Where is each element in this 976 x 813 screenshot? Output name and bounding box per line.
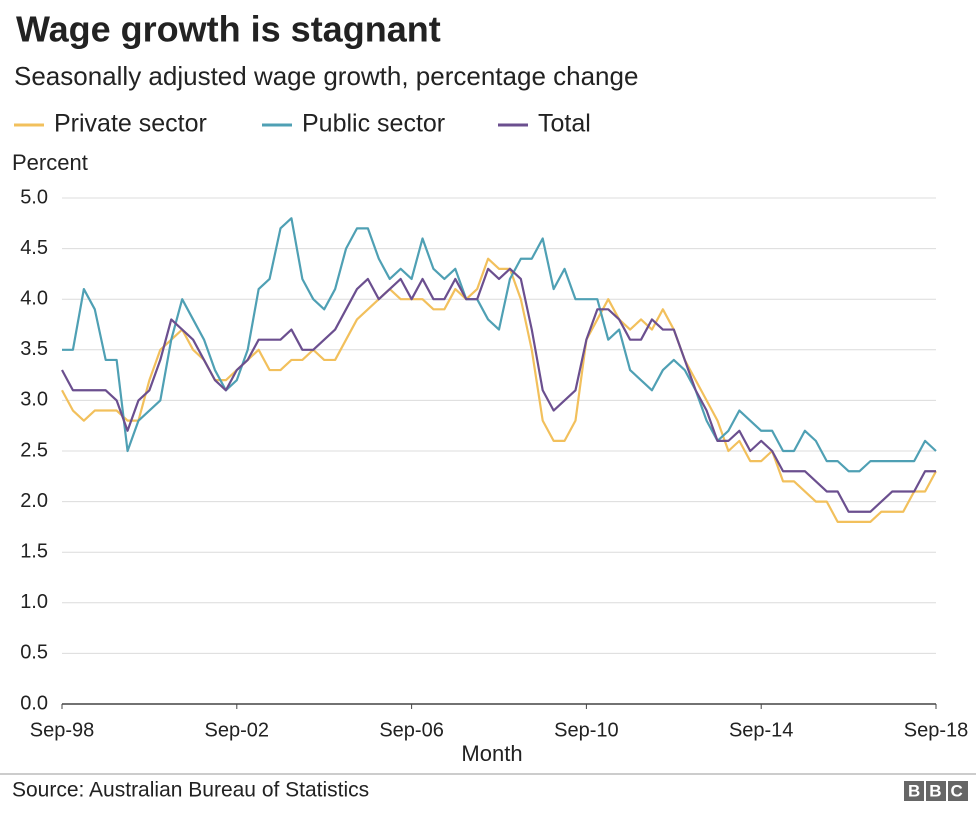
y-axis-label: Percent [12,150,88,175]
logo-box [926,781,946,801]
x-tick-label: Sep-98 [30,719,95,741]
chart-subtitle: Seasonally adjusted wage growth, percent… [14,61,638,91]
series-line [62,217,937,473]
y-tick-label: 3.5 [20,338,48,360]
y-tick-label: 0.5 [20,642,48,664]
legend-label: Public sector [302,110,445,138]
x-axis-label: Month [461,741,522,766]
legend-label: Private sector [54,110,207,138]
x-tick-label: Sep-02 [205,719,270,741]
logo: BBC [904,781,972,801]
y-tick-label: 2.0 [20,490,48,512]
y-tick-label: 3.0 [20,389,48,411]
y-tick-label: 1.5 [20,540,48,562]
logo-box [948,781,968,801]
logo-box [904,781,924,801]
series-line [61,267,936,513]
series-line [61,257,937,523]
x-tick-label: Sep-18 [904,719,969,741]
y-tick-label: 2.5 [20,439,48,461]
source: Source: Australian Bureau of Statistics [12,779,369,802]
y-tick-label: 4.0 [20,287,48,309]
x-tick-label: Sep-14 [729,719,794,741]
chart-title: Wage growth is stagnant [16,9,441,50]
y-tick-label: 4.5 [20,237,48,259]
y-tick-label: 0.0 [20,692,48,714]
legend-label: Total [538,110,591,138]
x-tick-label: Sep-06 [379,719,444,741]
logo-text: BBC [908,781,972,800]
y-tick-label: 5.0 [20,186,48,208]
x-tick-label: Sep-10 [554,719,619,741]
y-tick-label: 1.0 [20,591,48,613]
